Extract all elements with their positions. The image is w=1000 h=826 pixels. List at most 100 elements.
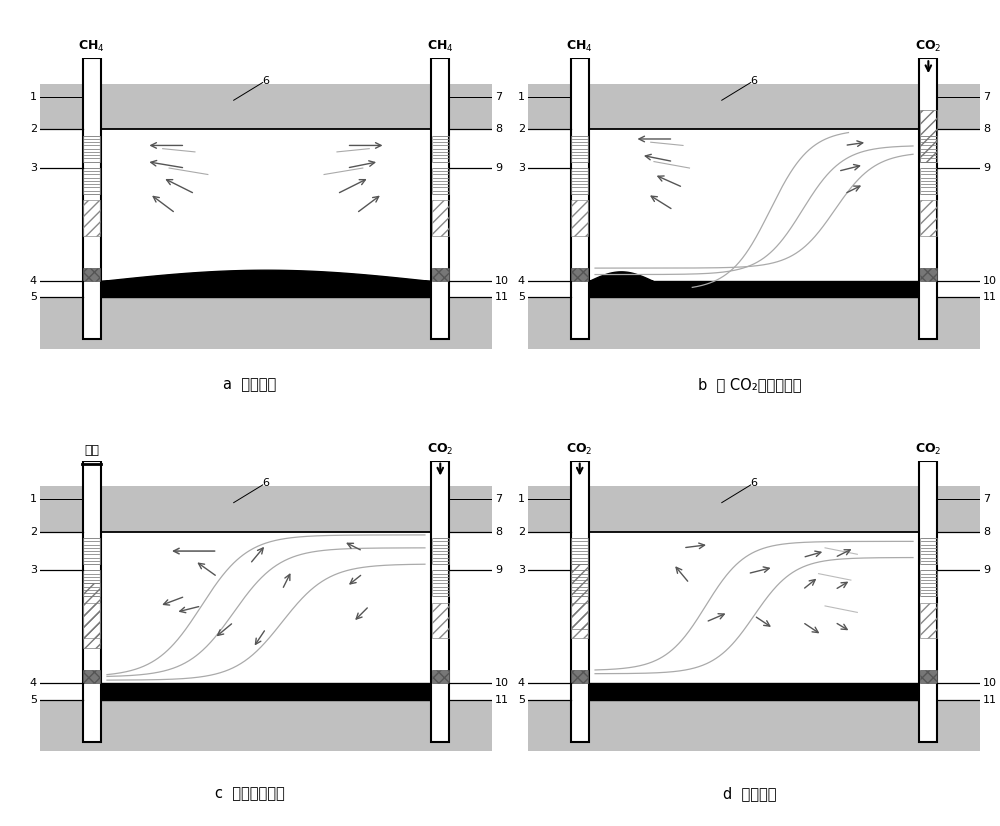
- Text: 3: 3: [518, 163, 525, 173]
- Text: 9: 9: [983, 163, 990, 173]
- Bar: [83, 603, 100, 638]
- Text: 4: 4: [518, 276, 525, 286]
- Text: CH$_4$: CH$_4$: [566, 40, 593, 55]
- Bar: [432, 603, 449, 638]
- Text: 11: 11: [983, 292, 997, 302]
- Bar: [101, 281, 431, 297]
- Text: CH$_4$: CH$_4$: [78, 40, 105, 55]
- Text: 3: 3: [30, 566, 37, 576]
- Text: 3: 3: [518, 566, 525, 576]
- Text: 6: 6: [262, 478, 269, 488]
- Text: d  地热开采: d 地热开采: [723, 786, 777, 801]
- Text: 1: 1: [518, 92, 525, 102]
- Text: 9: 9: [495, 566, 502, 576]
- Bar: [83, 671, 100, 683]
- Text: b  注 CO₂提高采收率: b 注 CO₂提高采收率: [698, 377, 802, 392]
- Bar: [528, 297, 980, 349]
- Text: 10: 10: [495, 678, 509, 688]
- Text: 8: 8: [983, 124, 990, 135]
- Bar: [589, 683, 919, 700]
- Bar: [920, 110, 937, 162]
- Text: 8: 8: [495, 527, 502, 537]
- Bar: [432, 135, 449, 162]
- Bar: [589, 532, 919, 693]
- Bar: [40, 487, 492, 532]
- Bar: [571, 571, 588, 596]
- Text: c  气藏压力恢复: c 气藏压力恢复: [215, 786, 285, 801]
- Bar: [920, 268, 937, 281]
- Bar: [528, 487, 980, 532]
- Bar: [920, 603, 937, 638]
- Bar: [589, 130, 919, 291]
- Bar: [83, 268, 100, 281]
- Bar: [919, 59, 937, 339]
- Text: 8: 8: [495, 124, 502, 135]
- Text: CO$_2$: CO$_2$: [566, 442, 593, 457]
- Bar: [920, 571, 937, 596]
- Bar: [920, 168, 937, 194]
- Text: 关井: 关井: [84, 444, 99, 457]
- Text: 6: 6: [751, 478, 758, 488]
- Bar: [83, 201, 100, 236]
- Bar: [920, 135, 937, 162]
- Text: 11: 11: [495, 695, 509, 705]
- Bar: [40, 297, 492, 349]
- Text: 6: 6: [751, 76, 758, 86]
- Bar: [101, 683, 431, 700]
- Text: CO$_2$: CO$_2$: [915, 442, 942, 457]
- Bar: [101, 130, 431, 291]
- Bar: [40, 700, 492, 751]
- Bar: [571, 268, 588, 281]
- Bar: [920, 201, 937, 236]
- Text: 10: 10: [983, 678, 997, 688]
- Text: 10: 10: [495, 276, 509, 286]
- Bar: [83, 539, 100, 564]
- Bar: [528, 700, 980, 751]
- Bar: [432, 268, 449, 281]
- Bar: [432, 539, 449, 564]
- Bar: [571, 135, 588, 162]
- Bar: [571, 539, 588, 564]
- Bar: [431, 461, 449, 742]
- Text: 3: 3: [30, 163, 37, 173]
- Text: 5: 5: [518, 695, 525, 705]
- Text: 10: 10: [983, 276, 997, 286]
- Bar: [432, 571, 449, 596]
- Text: a  衰竭开采: a 衰竭开采: [223, 377, 277, 392]
- Text: 7: 7: [983, 92, 990, 102]
- Text: 7: 7: [983, 495, 990, 505]
- Bar: [101, 532, 431, 693]
- Text: 4: 4: [30, 678, 37, 688]
- Bar: [432, 671, 449, 683]
- Text: 8: 8: [983, 527, 990, 537]
- Bar: [83, 59, 101, 339]
- Text: 11: 11: [983, 695, 997, 705]
- Bar: [571, 461, 589, 742]
- Text: 9: 9: [495, 163, 502, 173]
- Text: 11: 11: [495, 292, 509, 302]
- Text: 1: 1: [518, 495, 525, 505]
- Bar: [432, 201, 449, 236]
- Bar: [528, 84, 980, 130]
- Bar: [919, 461, 937, 742]
- Bar: [83, 135, 100, 162]
- Text: 4: 4: [518, 678, 525, 688]
- Bar: [571, 603, 588, 638]
- Bar: [571, 671, 588, 683]
- Text: 2: 2: [518, 527, 525, 537]
- Text: 4: 4: [30, 276, 37, 286]
- Bar: [83, 461, 101, 742]
- Text: 1: 1: [30, 495, 37, 505]
- Text: CO$_2$: CO$_2$: [915, 40, 942, 55]
- Bar: [571, 59, 589, 339]
- Bar: [920, 671, 937, 683]
- Text: 1: 1: [30, 92, 37, 102]
- Bar: [83, 571, 100, 596]
- Bar: [589, 281, 919, 297]
- Text: 7: 7: [495, 495, 502, 505]
- Bar: [432, 168, 449, 194]
- Text: 7: 7: [495, 92, 502, 102]
- Text: 2: 2: [30, 527, 37, 537]
- Text: CO$_2$: CO$_2$: [427, 442, 454, 457]
- Text: CH$_4$: CH$_4$: [427, 40, 454, 55]
